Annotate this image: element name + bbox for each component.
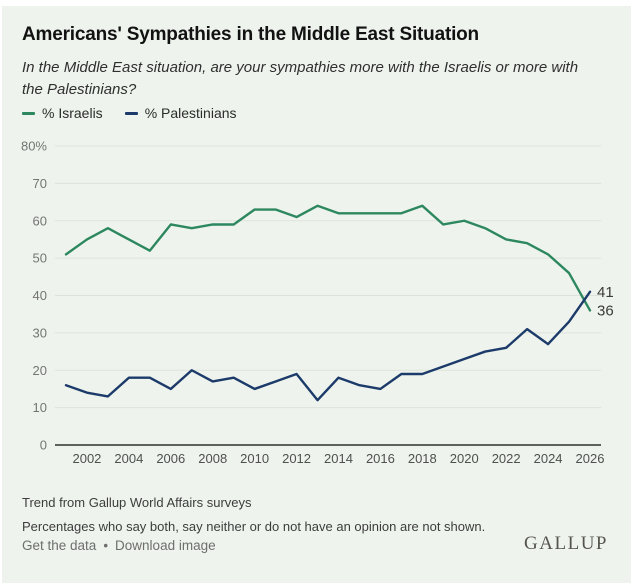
legend-label-israelis: % Israelis (42, 105, 103, 121)
x-tick-2004: 2004 (114, 451, 143, 466)
y-tick-20: 20 (33, 363, 47, 378)
x-tick-2008: 2008 (198, 451, 227, 466)
y-tick-70: 70 (33, 176, 47, 191)
palestinians-line-swatch (124, 111, 138, 115)
end-label-36: 36 (597, 302, 614, 319)
x-tick-2002: 2002 (72, 451, 101, 466)
x-tick-2010: 2010 (240, 451, 269, 466)
line-palestinians (64, 290, 592, 402)
y-tick-80: 80% (21, 139, 47, 154)
y-tick-40: 40 (33, 288, 47, 303)
methodology-note: Percentages who say both, say neither or… (22, 519, 486, 534)
line-israelis (64, 204, 592, 312)
footer-links: Get the data • Download image (22, 538, 216, 553)
chart-card-background (2, 6, 631, 583)
x-tick-2020: 2020 (450, 451, 479, 466)
y-tick-30: 30 (33, 325, 47, 340)
x-tick-2018: 2018 (408, 451, 437, 466)
legend-item-palestinians: % Palestinians (124, 105, 237, 121)
link-separator: • (103, 538, 109, 553)
y-tick-50: 50 (33, 251, 47, 266)
trend-chart: 0 10 20 30 40 50 60 70 80% 2002 2004 2006 2008 2010 20… (0, 124, 629, 469)
x-tick-2016: 2016 (366, 451, 395, 466)
get-the-data-link[interactable]: Get the data (22, 538, 97, 553)
x-tick-2006: 2006 (156, 451, 185, 466)
page-title: Americans' Sympathies in the Middle East… (22, 23, 479, 45)
chart-legend: % Israelis % Palestinians (22, 105, 237, 121)
x-tick-2022: 2022 (492, 451, 521, 466)
legend-item-israelis: % Israelis (22, 105, 103, 121)
gallup-logo: GALLUP (524, 533, 608, 554)
survey-question-subtitle: In the Middle East situation, are your s… (22, 59, 579, 98)
end-label-41: 41 (597, 284, 614, 301)
download-image-link[interactable]: Download image (115, 538, 216, 553)
y-tick-60: 60 (33, 213, 47, 228)
legend-label-palestinians: % Palestinians (144, 105, 237, 121)
israelis-line-swatch (22, 111, 35, 115)
x-tick-2014: 2014 (324, 451, 353, 466)
x-tick-2012: 2012 (282, 451, 311, 466)
trend-chart-svg: 0 10 20 30 40 50 60 70 80% 2002 2004 2006 2008 2010 20… (21, 139, 614, 467)
x-tick-2024: 2024 (534, 451, 563, 466)
x-tick-2026: 2026 (576, 451, 605, 466)
source-note: Trend from Gallup World Affairs surveys (22, 495, 252, 510)
y-tick-10: 10 (33, 400, 47, 415)
y-tick-0: 0 (40, 438, 47, 453)
